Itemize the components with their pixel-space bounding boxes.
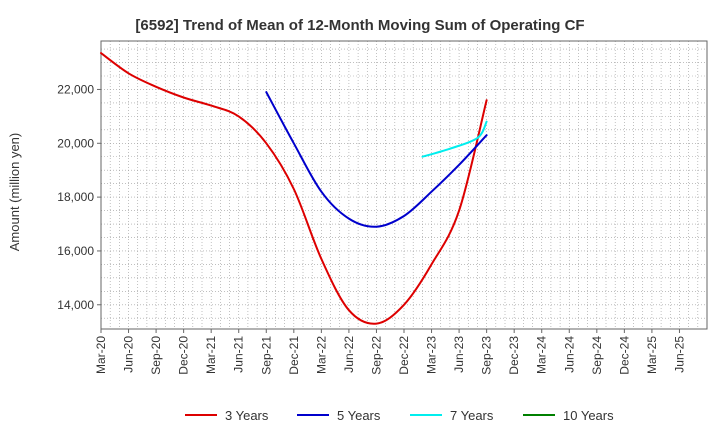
y-tick-label: 16,000 [57, 244, 94, 258]
legend-label-7-years: 7 Years [450, 408, 494, 423]
x-tick-label: Sep-24 [590, 336, 604, 375]
x-tick-label: Dec-24 [617, 336, 631, 375]
x-tick-label: Jun-23 [452, 336, 466, 373]
series-line-5-years [265, 91, 488, 228]
x-tick-label: Dec-21 [287, 336, 301, 375]
legend-label-3-years: 3 Years [225, 408, 269, 423]
x-axis-ticks: Mar-20 Jun-20 Sep-20 Dec-20 Mar-21 Jun-21 Sep-… [94, 329, 686, 375]
legend-label-10-years: 10 Years [563, 408, 614, 423]
x-tick-label: Mar-23 [425, 336, 439, 374]
y-tick-label: 18,000 [57, 190, 94, 204]
y-tick-label: 14,000 [57, 298, 94, 312]
x-tick-label: Jun-25 [672, 336, 686, 373]
x-tick-label: Dec-20 [177, 336, 191, 375]
y-axis-ticks: 14,000 16,000 18,000 20,000 22,000 [57, 82, 101, 312]
x-tick-label: Sep-20 [149, 336, 163, 375]
x-tick-label: Mar-24 [535, 336, 549, 374]
y-tick-label: 20,000 [57, 136, 94, 150]
chart-title: [6592] Trend of Mean of 12-Month Moving … [135, 17, 584, 34]
x-tick-label: Sep-23 [480, 336, 494, 375]
x-tick-label: Mar-20 [94, 336, 108, 374]
series-line-7-years [421, 120, 488, 158]
legend: 3 Years 5 Years 7 Years 10 Years [185, 408, 614, 423]
x-tick-label: Mar-25 [645, 336, 659, 374]
x-tick-label: Sep-22 [369, 336, 383, 375]
x-tick-label: Jun-20 [122, 336, 136, 373]
x-tick-label: Jun-22 [342, 336, 356, 373]
y-axis-label: Amount (million yen) [7, 133, 22, 252]
x-tick-label: Mar-22 [314, 336, 328, 374]
x-tick-label: Dec-23 [507, 336, 521, 375]
x-gridlines [109, 41, 699, 329]
x-tick-label: Jun-24 [562, 336, 576, 373]
y-tick-label: 22,000 [57, 82, 94, 96]
x-tick-label: Dec-22 [397, 336, 411, 375]
y-gridlines [101, 48, 707, 319]
series-lines [100, 52, 488, 325]
legend-label-5-years: 5 Years [337, 408, 381, 423]
x-tick-label: Jun-21 [232, 336, 246, 373]
series-line-3-years [100, 52, 488, 325]
x-tick-label: Sep-21 [259, 336, 273, 375]
x-tick-label: Mar-21 [204, 336, 218, 374]
